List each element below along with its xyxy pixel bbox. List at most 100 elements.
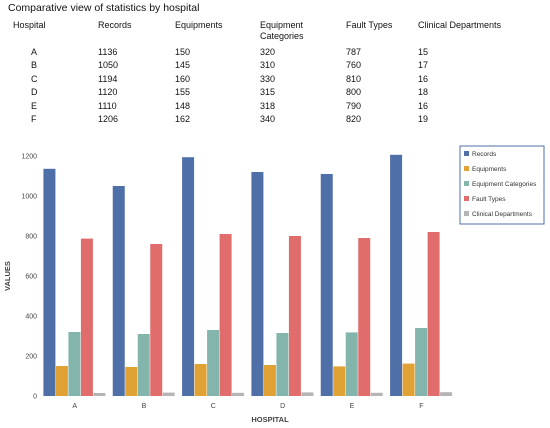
table-cell: 162 bbox=[175, 114, 191, 125]
bar-equipments-b bbox=[125, 367, 138, 396]
bar-fault-types-d bbox=[288, 236, 301, 396]
table-cell: 16 bbox=[418, 73, 429, 84]
table-cell: D bbox=[31, 87, 38, 98]
table-cell: 320 bbox=[260, 47, 276, 57]
table-row: B 1050 145 310 760 17 bbox=[8, 59, 518, 72]
table-cell: E bbox=[31, 100, 38, 111]
bar-equipments-c bbox=[194, 364, 207, 396]
table-header-row: Hospital Records Equipments Equipment Categ… bbox=[8, 20, 518, 46]
table-cell: 148 bbox=[175, 100, 191, 111]
bar-clinical-departments-c bbox=[232, 392, 245, 396]
legend-label: Equipment Categories bbox=[472, 181, 537, 188]
table-cell: 160 bbox=[175, 73, 191, 84]
table-cell: 318 bbox=[260, 100, 276, 111]
bar-equipment-categories-f bbox=[415, 328, 428, 396]
x-tick-label: F bbox=[419, 403, 423, 410]
bar-records-b bbox=[112, 186, 125, 396]
legend-swatch bbox=[464, 151, 469, 156]
table-cell: C bbox=[31, 73, 38, 84]
table-row: D 1120 155 315 800 18 bbox=[8, 86, 518, 99]
bar-equipments-e bbox=[333, 366, 346, 396]
table-cell: 315 bbox=[260, 87, 276, 98]
table-cell: 1136 bbox=[98, 47, 118, 57]
table-cell: 19 bbox=[418, 114, 429, 125]
legend-label: Fault Types bbox=[472, 196, 506, 203]
table-header-cell: Clinical Departments bbox=[418, 20, 502, 30]
bar-records-c bbox=[182, 157, 195, 396]
table-cell: B bbox=[31, 60, 38, 71]
y-axis-label: VALUES bbox=[3, 261, 12, 291]
bar-clinical-departments-d bbox=[301, 392, 314, 396]
legend-swatch bbox=[464, 166, 469, 171]
table-cell: 800 bbox=[346, 87, 362, 98]
bar-clinical-departments-f bbox=[440, 392, 453, 396]
table-cell: 810 bbox=[346, 73, 362, 84]
bar-equipment-categories-c bbox=[207, 330, 220, 396]
table-row: A 1136 150 320 787 15 bbox=[8, 46, 518, 59]
table-cell: 330 bbox=[260, 73, 276, 84]
bar-equipment-categories-a bbox=[68, 332, 81, 396]
legend-swatch bbox=[464, 181, 469, 186]
bar-fault-types-c bbox=[219, 234, 232, 396]
bar-records-a bbox=[43, 168, 56, 396]
x-axis-label: HOSPITAL bbox=[251, 415, 289, 424]
table-header-cell: Equipments bbox=[175, 20, 223, 30]
bar-equipments-d bbox=[263, 365, 276, 396]
table-cell: 1120 bbox=[98, 87, 118, 98]
bar-fault-types-a bbox=[80, 238, 93, 396]
figure-title: Comparative view of statistics by hospit… bbox=[8, 2, 200, 14]
table-cell: F bbox=[31, 114, 37, 125]
bar-fault-types-e bbox=[358, 238, 371, 396]
table-cell: 1194 bbox=[98, 73, 118, 84]
table-cell: 760 bbox=[346, 60, 362, 71]
bar-clinical-departments-b bbox=[162, 392, 175, 396]
statistics-table: Hospital Records Equipments Equipment Categ… bbox=[8, 20, 518, 126]
table-cell: 145 bbox=[175, 60, 191, 71]
x-tick-label: A bbox=[72, 403, 77, 410]
bar-clinical-departments-e bbox=[370, 392, 383, 396]
bar-fault-types-f bbox=[427, 232, 440, 396]
x-tick-label: E bbox=[350, 403, 355, 410]
table-cell: 1110 bbox=[98, 100, 117, 111]
bar-chart: 0 200 400 600 800 1000 1200 VALUES A B C D E F HOSPITA… bbox=[3, 145, 545, 424]
table-cell: 16 bbox=[418, 100, 429, 111]
y-tick-label: 1200 bbox=[21, 154, 37, 161]
table-row: E 1110 148 318 790 16 bbox=[8, 100, 518, 113]
bar-equipment-categories-d bbox=[276, 333, 289, 396]
legend-label: Clinical Departments bbox=[472, 211, 533, 218]
legend-label: Equipments bbox=[472, 166, 507, 173]
table-cell: 17 bbox=[418, 60, 429, 71]
table-header-cell: Hospital bbox=[13, 20, 46, 30]
bar-records-d bbox=[251, 172, 264, 396]
table-cell: 310 bbox=[260, 60, 276, 71]
table-header-cell: Records bbox=[98, 20, 132, 30]
bar-fault-types-b bbox=[150, 244, 163, 396]
y-tick-label: 800 bbox=[25, 234, 37, 241]
table-cell: 790 bbox=[346, 100, 362, 111]
table-row: C 1194 160 330 810 16 bbox=[8, 73, 518, 86]
y-tick-label: 200 bbox=[25, 354, 37, 361]
legend-swatch bbox=[464, 196, 469, 201]
y-tick-label: 600 bbox=[25, 274, 37, 281]
table-cell: 15 bbox=[418, 47, 429, 57]
y-tick-label: 400 bbox=[25, 314, 37, 321]
legend-swatch bbox=[464, 211, 469, 216]
bar-equipment-categories-b bbox=[137, 334, 150, 396]
x-tick-label: D bbox=[280, 403, 285, 410]
table-header-cell: Fault Types bbox=[346, 20, 393, 30]
y-tick-label: 0 bbox=[33, 394, 37, 401]
table-cell: 18 bbox=[418, 87, 429, 98]
table-body: A 1136 150 320 787 15 B 1050 145 310 760 17 C 1194 160… bbox=[8, 46, 518, 126]
x-tick-label: C bbox=[211, 403, 216, 410]
table-cell: 820 bbox=[346, 114, 362, 125]
legend-box bbox=[459, 145, 545, 225]
legend-label: Records bbox=[472, 151, 497, 158]
bar-equipments-f bbox=[402, 363, 415, 396]
table-cell: 1050 bbox=[98, 60, 119, 71]
table-header-cell: Equipment Categories bbox=[260, 20, 304, 41]
bar-equipments-a bbox=[55, 366, 68, 396]
x-tick-label: B bbox=[142, 403, 147, 410]
table-cell: 787 bbox=[346, 47, 362, 57]
table-cell: 155 bbox=[175, 87, 191, 98]
bar-equipment-categories-e bbox=[345, 332, 358, 396]
